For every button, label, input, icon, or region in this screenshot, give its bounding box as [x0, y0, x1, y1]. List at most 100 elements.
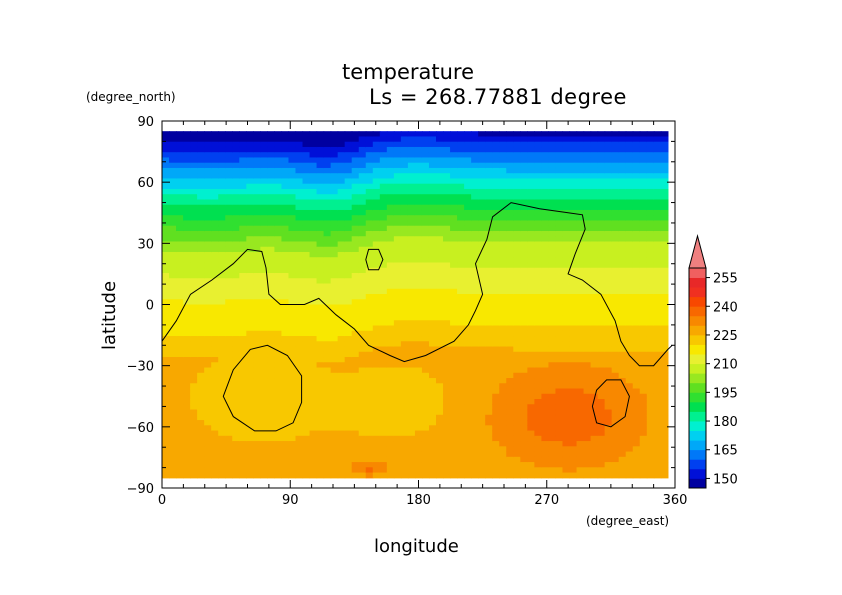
field-cell [555, 446, 564, 453]
field-cell [597, 267, 606, 274]
field-cell [337, 267, 346, 274]
field-cell [295, 367, 304, 374]
field-cell [379, 404, 388, 411]
field-cell [506, 183, 514, 190]
field-cell [499, 357, 507, 363]
field-cell [169, 351, 177, 358]
field-cell [590, 320, 599, 327]
field-cell [611, 414, 620, 421]
field-cell [583, 272, 592, 279]
field-cell [541, 425, 550, 432]
field-cell [232, 220, 240, 227]
field-cell [218, 257, 226, 264]
field-cell [527, 472, 535, 479]
field-cell [190, 183, 198, 190]
field-cell [365, 341, 374, 348]
field-cell [183, 194, 191, 201]
field-cell [288, 225, 297, 232]
field-cell [218, 267, 226, 274]
field-cell [428, 336, 437, 342]
field-cell [190, 173, 198, 180]
field-cell [393, 173, 402, 180]
field-cell [218, 204, 226, 211]
field-cell [211, 230, 219, 237]
field-cell [295, 409, 304, 416]
field-cell [232, 188, 240, 195]
field-cell [330, 435, 339, 442]
field-cell [506, 351, 514, 358]
field-cell [485, 341, 493, 348]
field-cell [260, 336, 268, 342]
field-cell [428, 283, 437, 290]
field-cell [211, 299, 219, 306]
field-cell [464, 451, 472, 458]
y-tick-label: 30 [137, 237, 154, 252]
field-cell [520, 183, 528, 190]
field-cell [190, 378, 198, 384]
field-cell [162, 404, 170, 411]
field-cell [618, 467, 627, 474]
field-cell [436, 209, 444, 216]
field-cell [541, 299, 550, 306]
field-cell [393, 341, 402, 348]
field-cell [618, 346, 627, 353]
field-cell [232, 194, 240, 201]
field-cell [583, 288, 592, 295]
field-cell [660, 325, 669, 332]
field-cell [323, 236, 332, 243]
field-cell [330, 230, 339, 237]
field-cell [653, 299, 662, 306]
field-cell [386, 404, 395, 411]
field-cell [393, 230, 402, 237]
field-cell [176, 215, 184, 222]
field-cell [471, 131, 479, 138]
field-cell [562, 456, 571, 463]
field-cell [485, 146, 493, 153]
field-cell [358, 451, 367, 458]
field-cell [562, 404, 571, 411]
field-cell [611, 462, 620, 468]
field-cell [183, 304, 191, 311]
field-cell [541, 215, 550, 222]
field-cell [450, 304, 458, 311]
field-cell [421, 141, 430, 148]
field-cell [513, 173, 521, 180]
field-cell [414, 441, 423, 447]
field-cell [162, 294, 170, 300]
field-cell [372, 383, 381, 390]
field-cell [576, 362, 585, 369]
field-cell [428, 262, 437, 269]
field-cell [464, 162, 472, 169]
field-cell [534, 278, 543, 285]
field-cell [316, 299, 325, 306]
field-cell [309, 209, 318, 216]
field-cell [562, 178, 571, 185]
field-cell [541, 167, 550, 174]
field-cell [365, 131, 374, 138]
field-cell [625, 173, 634, 180]
field-cell [492, 357, 500, 363]
field-cell [190, 152, 198, 159]
field-cell [604, 346, 613, 353]
field-cell [337, 393, 346, 400]
field-cell [548, 414, 557, 421]
field-cell [253, 462, 261, 468]
field-cell [197, 162, 205, 169]
field-cell [583, 157, 592, 164]
field-cell [457, 162, 465, 169]
field-cell [520, 346, 528, 353]
field-cell [520, 472, 528, 479]
field-cell [176, 441, 184, 447]
field-cell [611, 346, 620, 353]
field-cell [183, 409, 191, 416]
field-cell [407, 246, 416, 253]
field-cell [351, 246, 360, 253]
field-cell [351, 272, 360, 279]
field-cell [302, 383, 311, 390]
field-cell [541, 146, 550, 153]
field-cell [169, 225, 177, 232]
field-cell [253, 173, 261, 180]
field-cell [660, 351, 669, 358]
field-cell [281, 173, 290, 180]
field-cell [344, 278, 353, 285]
